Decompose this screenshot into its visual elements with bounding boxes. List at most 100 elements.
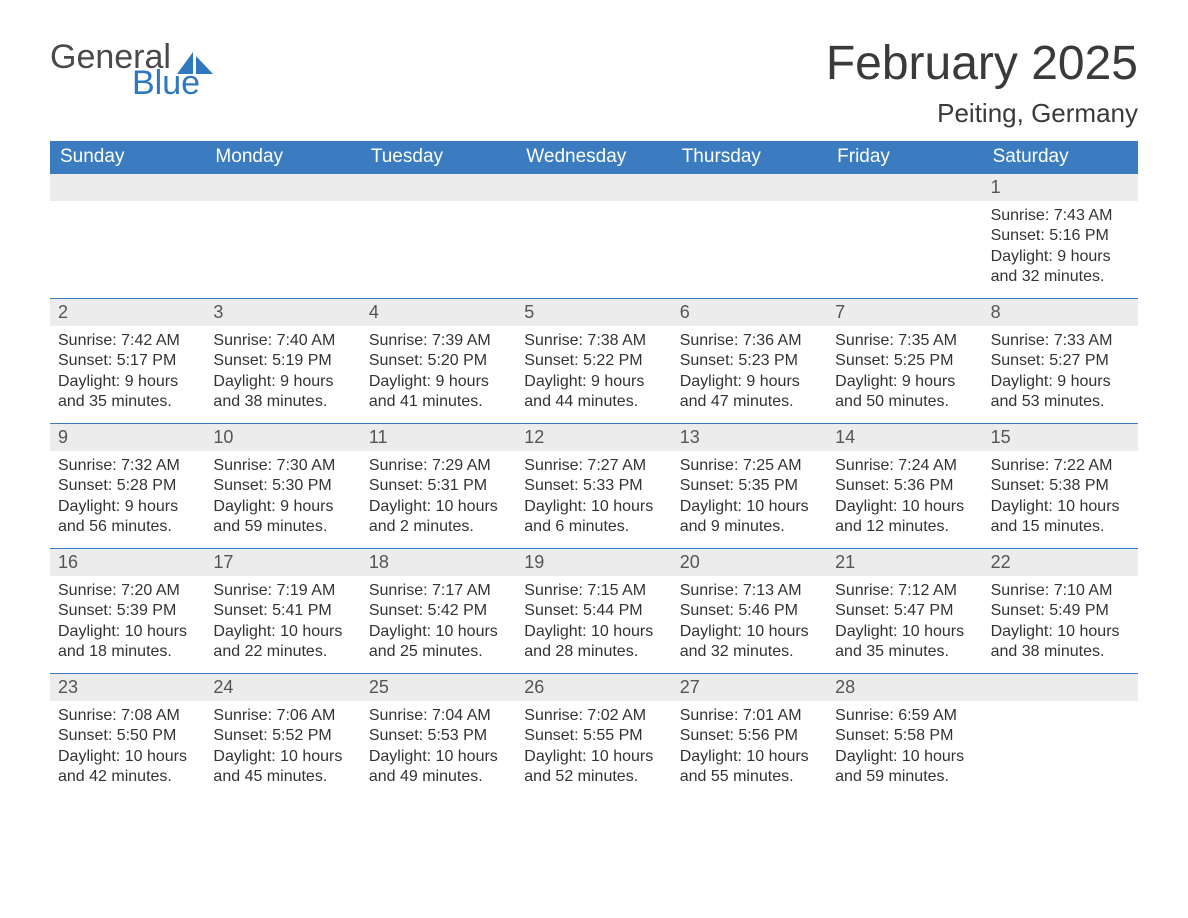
day-sunrise: Sunrise: 7:27 AM (524, 456, 663, 476)
day-empty (672, 174, 827, 298)
day-dl1: Daylight: 10 hours (524, 622, 663, 642)
day-sunset: Sunset: 5:16 PM (991, 226, 1130, 246)
day-dl1: Daylight: 10 hours (835, 747, 974, 767)
day-sunset: Sunset: 5:52 PM (213, 726, 352, 746)
day-number: 3 (205, 299, 360, 326)
day-dl1: Daylight: 10 hours (991, 497, 1130, 517)
week-row: 16Sunrise: 7:20 AMSunset: 5:39 PMDayligh… (50, 548, 1138, 673)
day-body: Sunrise: 7:17 AMSunset: 5:42 PMDaylight:… (361, 576, 516, 671)
day-number: 27 (672, 674, 827, 701)
day-empty (516, 174, 671, 298)
day-body: Sunrise: 7:38 AMSunset: 5:22 PMDaylight:… (516, 326, 671, 421)
day-sunrise: Sunrise: 7:17 AM (369, 581, 508, 601)
day-number (516, 174, 671, 201)
day-sunrise: Sunrise: 7:33 AM (991, 331, 1130, 351)
day-dl2: and 50 minutes. (835, 392, 974, 412)
day-number: 17 (205, 549, 360, 576)
day-sunset: Sunset: 5:35 PM (680, 476, 819, 496)
day-20: 20Sunrise: 7:13 AMSunset: 5:46 PMDayligh… (672, 549, 827, 673)
day-dl2: and 2 minutes. (369, 517, 508, 537)
day-number (50, 174, 205, 201)
day-sunrise: Sunrise: 7:01 AM (680, 706, 819, 726)
day-17: 17Sunrise: 7:19 AMSunset: 5:41 PMDayligh… (205, 549, 360, 673)
day-25: 25Sunrise: 7:04 AMSunset: 5:53 PMDayligh… (361, 674, 516, 798)
day-number: 21 (827, 549, 982, 576)
dow-tuesday: Tuesday (361, 141, 516, 174)
location: Peiting, Germany (826, 98, 1138, 129)
day-body (516, 201, 671, 214)
logo-text-blue: Blue (132, 66, 200, 100)
day-number: 4 (361, 299, 516, 326)
day-number: 18 (361, 549, 516, 576)
day-dl2: and 35 minutes. (58, 392, 197, 412)
week-row: 2Sunrise: 7:42 AMSunset: 5:17 PMDaylight… (50, 298, 1138, 423)
day-dl1: Daylight: 9 hours (524, 372, 663, 392)
day-sunset: Sunset: 5:49 PM (991, 601, 1130, 621)
day-dl2: and 32 minutes. (680, 642, 819, 662)
day-sunrise: Sunrise: 7:38 AM (524, 331, 663, 351)
day-18: 18Sunrise: 7:17 AMSunset: 5:42 PMDayligh… (361, 549, 516, 673)
day-dl2: and 38 minutes. (991, 642, 1130, 662)
day-body (50, 201, 205, 214)
day-body: Sunrise: 7:43 AMSunset: 5:16 PMDaylight:… (983, 201, 1138, 296)
day-number: 28 (827, 674, 982, 701)
day-empty (50, 174, 205, 298)
day-body (361, 201, 516, 214)
day-dl2: and 44 minutes. (524, 392, 663, 412)
day-7: 7Sunrise: 7:35 AMSunset: 5:25 PMDaylight… (827, 299, 982, 423)
day-dl1: Daylight: 10 hours (369, 747, 508, 767)
week-row: 9Sunrise: 7:32 AMSunset: 5:28 PMDaylight… (50, 423, 1138, 548)
day-26: 26Sunrise: 7:02 AMSunset: 5:55 PMDayligh… (516, 674, 671, 798)
day-12: 12Sunrise: 7:27 AMSunset: 5:33 PMDayligh… (516, 424, 671, 548)
day-body: Sunrise: 7:42 AMSunset: 5:17 PMDaylight:… (50, 326, 205, 421)
day-dl1: Daylight: 9 hours (369, 372, 508, 392)
day-body: Sunrise: 7:12 AMSunset: 5:47 PMDaylight:… (827, 576, 982, 671)
day-dl2: and 56 minutes. (58, 517, 197, 537)
day-23: 23Sunrise: 7:08 AMSunset: 5:50 PMDayligh… (50, 674, 205, 798)
calendar: SundayMondayTuesdayWednesdayThursdayFrid… (50, 141, 1138, 798)
day-sunrise: Sunrise: 7:08 AM (58, 706, 197, 726)
day-sunrise: Sunrise: 7:04 AM (369, 706, 508, 726)
day-body (827, 201, 982, 214)
day-sunset: Sunset: 5:36 PM (835, 476, 974, 496)
day-sunrise: Sunrise: 7:32 AM (58, 456, 197, 476)
day-9: 9Sunrise: 7:32 AMSunset: 5:28 PMDaylight… (50, 424, 205, 548)
day-sunrise: Sunrise: 7:39 AM (369, 331, 508, 351)
day-28: 28Sunrise: 6:59 AMSunset: 5:58 PMDayligh… (827, 674, 982, 798)
day-6: 6Sunrise: 7:36 AMSunset: 5:23 PMDaylight… (672, 299, 827, 423)
day-dl1: Daylight: 10 hours (835, 497, 974, 517)
day-sunrise: Sunrise: 7:36 AM (680, 331, 819, 351)
day-sunset: Sunset: 5:25 PM (835, 351, 974, 371)
day-body: Sunrise: 7:20 AMSunset: 5:39 PMDaylight:… (50, 576, 205, 671)
day-number: 15 (983, 424, 1138, 451)
day-sunset: Sunset: 5:55 PM (524, 726, 663, 746)
day-dl1: Daylight: 10 hours (524, 747, 663, 767)
day-13: 13Sunrise: 7:25 AMSunset: 5:35 PMDayligh… (672, 424, 827, 548)
day-body: Sunrise: 7:08 AMSunset: 5:50 PMDaylight:… (50, 701, 205, 796)
day-dl2: and 18 minutes. (58, 642, 197, 662)
day-dl1: Daylight: 10 hours (369, 622, 508, 642)
day-number: 14 (827, 424, 982, 451)
day-sunrise: Sunrise: 7:24 AM (835, 456, 974, 476)
day-body: Sunrise: 7:22 AMSunset: 5:38 PMDaylight:… (983, 451, 1138, 546)
day-21: 21Sunrise: 7:12 AMSunset: 5:47 PMDayligh… (827, 549, 982, 673)
day-dl2: and 59 minutes. (835, 767, 974, 787)
day-sunrise: Sunrise: 7:30 AM (213, 456, 352, 476)
day-body: Sunrise: 7:25 AMSunset: 5:35 PMDaylight:… (672, 451, 827, 546)
day-dl2: and 22 minutes. (213, 642, 352, 662)
day-dl2: and 42 minutes. (58, 767, 197, 787)
day-sunrise: Sunrise: 7:25 AM (680, 456, 819, 476)
day-dl1: Daylight: 10 hours (991, 622, 1130, 642)
day-sunset: Sunset: 5:31 PM (369, 476, 508, 496)
day-dl2: and 15 minutes. (991, 517, 1130, 537)
day-sunrise: Sunrise: 7:19 AM (213, 581, 352, 601)
day-dl1: Daylight: 9 hours (991, 247, 1130, 267)
day-body: Sunrise: 7:10 AMSunset: 5:49 PMDaylight:… (983, 576, 1138, 671)
day-sunset: Sunset: 5:17 PM (58, 351, 197, 371)
day-sunset: Sunset: 5:38 PM (991, 476, 1130, 496)
day-dl1: Daylight: 9 hours (680, 372, 819, 392)
day-dl2: and 47 minutes. (680, 392, 819, 412)
day-body: Sunrise: 7:40 AMSunset: 5:19 PMDaylight:… (205, 326, 360, 421)
day-number: 24 (205, 674, 360, 701)
day-dl1: Daylight: 10 hours (524, 497, 663, 517)
